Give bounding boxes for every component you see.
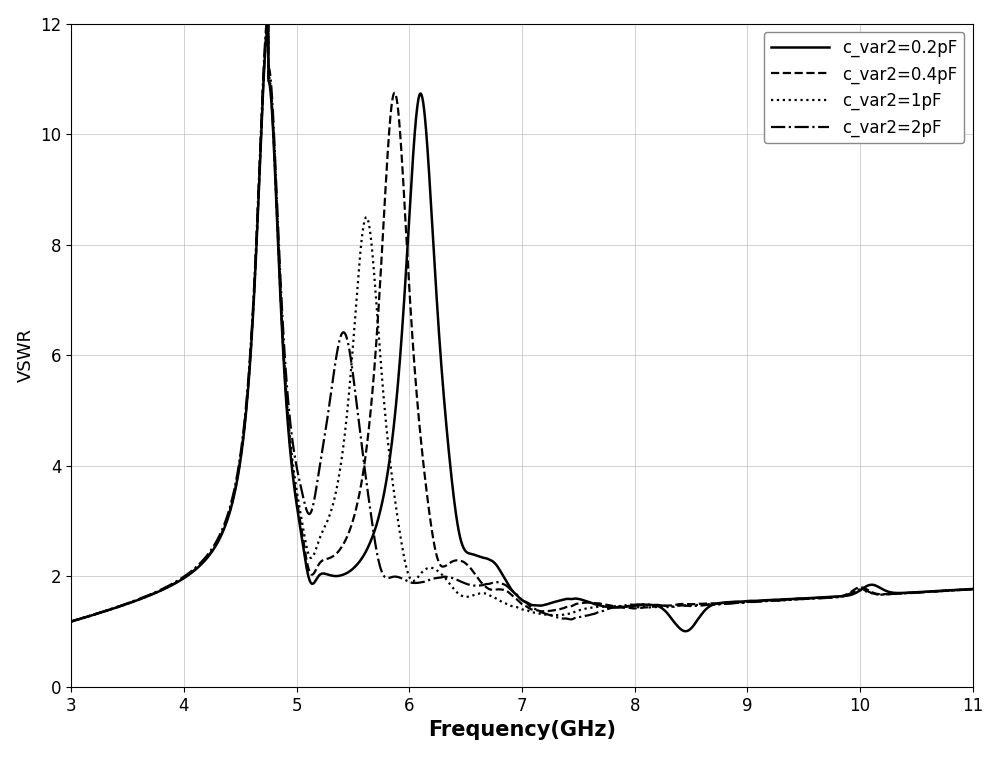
Line: c_var2=1pF: c_var2=1pF [71, 20, 973, 621]
Line: c_var2=2pF: c_var2=2pF [71, 12, 973, 621]
c_var2=0.2pF [65, 617, 77, 626]
c_var2=0.2pF [895, 588, 907, 597]
c_var2=0.2pF [680, 627, 692, 636]
c_var2=0.2pF [721, 598, 733, 607]
c_var2=0.4pF [720, 598, 732, 607]
c_var2=0.2pF [494, 565, 506, 575]
c_var2=0.4pF [262, 18, 274, 27]
c_var2=0.4pF [444, 558, 456, 567]
c_var2=1pF [262, 16, 274, 25]
c_var2=2pF [65, 617, 77, 626]
c_var2=2pF [262, 8, 274, 17]
Line: c_var2=0.2pF: c_var2=0.2pF [71, 26, 973, 631]
c_var2=2pF [451, 575, 463, 584]
c_var2=2pF [939, 587, 951, 596]
c_var2=2pF [967, 584, 979, 593]
c_var2=0.2pF [262, 21, 274, 30]
c_var2=1pF [444, 580, 456, 589]
c_var2=1pF [720, 599, 732, 608]
c_var2=0.4pF [967, 584, 979, 593]
Y-axis label: VSWR: VSWR [17, 329, 35, 382]
c_var2=1pF [967, 584, 979, 593]
Legend: c_var2=0.2pF, c_var2=0.4pF, c_var2=1pF, c_var2=2pF: c_var2=0.2pF, c_var2=0.4pF, c_var2=1pF, … [764, 32, 964, 143]
X-axis label: Frequency(GHz): Frequency(GHz) [428, 721, 616, 740]
Line: c_var2=0.4pF: c_var2=0.4pF [71, 23, 973, 621]
c_var2=0.4pF [939, 586, 951, 595]
c_var2=2pF [494, 578, 506, 587]
c_var2=1pF [451, 588, 463, 597]
c_var2=2pF [720, 600, 732, 609]
c_var2=0.2pF [444, 460, 456, 469]
c_var2=0.4pF [65, 617, 77, 626]
c_var2=0.4pF [494, 585, 506, 594]
c_var2=1pF [939, 587, 951, 596]
c_var2=1pF [65, 617, 77, 626]
c_var2=0.4pF [894, 589, 906, 598]
c_var2=0.2pF [967, 584, 979, 593]
c_var2=1pF [894, 589, 906, 598]
c_var2=2pF [444, 573, 456, 582]
c_var2=2pF [894, 589, 906, 598]
c_var2=1pF [494, 596, 506, 605]
c_var2=0.4pF [451, 556, 463, 565]
c_var2=0.2pF [451, 519, 463, 528]
c_var2=0.2pF [939, 586, 951, 595]
